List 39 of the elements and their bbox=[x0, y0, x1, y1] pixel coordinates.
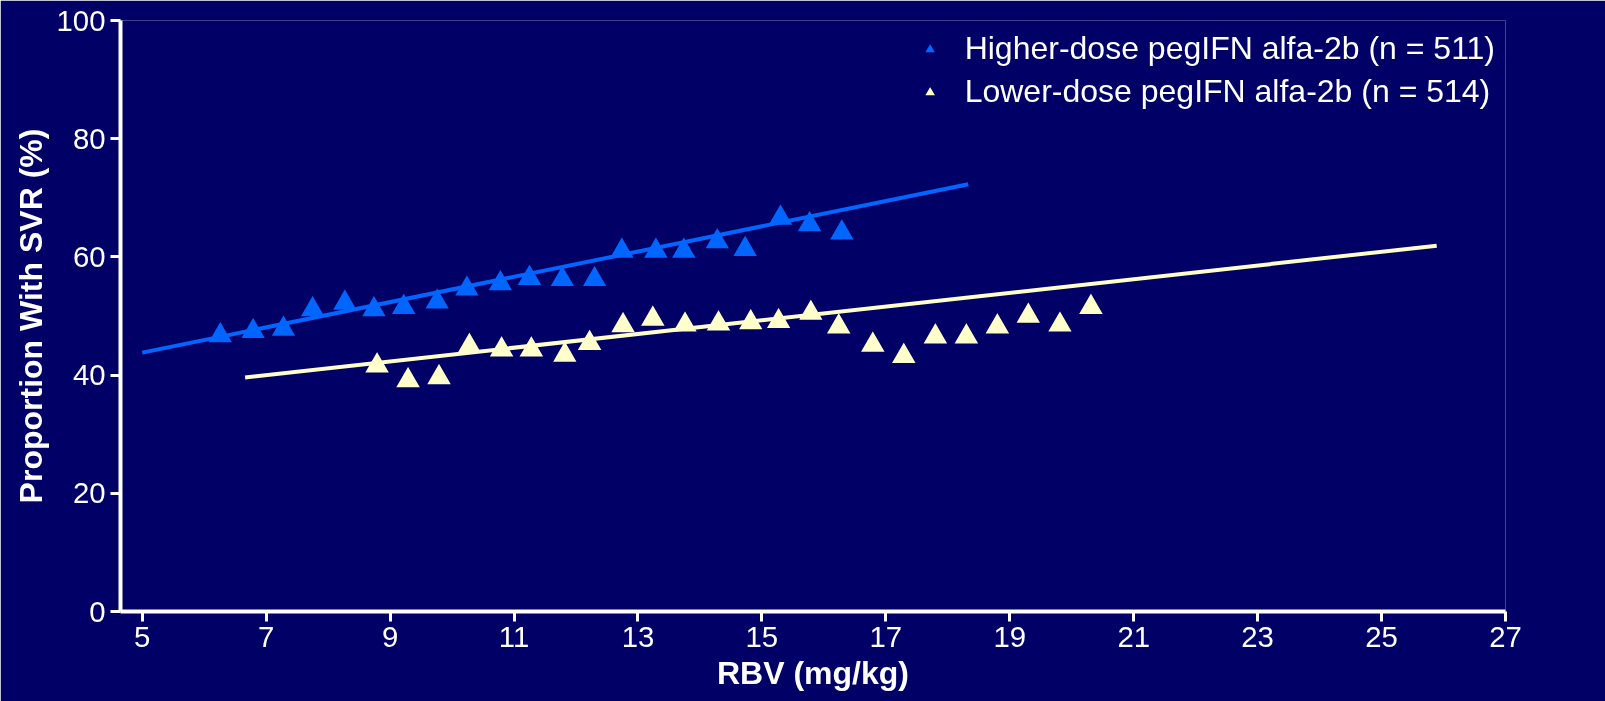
y-tick-label: 0 bbox=[89, 594, 106, 628]
x-tick-label: 15 bbox=[745, 619, 779, 653]
point bbox=[828, 216, 856, 241]
point bbox=[580, 263, 609, 288]
point bbox=[639, 303, 667, 328]
y-tick-label: 80 bbox=[72, 121, 106, 155]
point bbox=[859, 329, 887, 354]
point bbox=[795, 208, 824, 233]
y-tick-label: 60 bbox=[72, 239, 106, 273]
x-tick-label: 7 bbox=[257, 619, 275, 653]
point bbox=[983, 310, 1012, 335]
point bbox=[890, 340, 918, 365]
x-tick-label: 9 bbox=[381, 619, 399, 653]
point bbox=[609, 309, 637, 334]
point bbox=[425, 361, 453, 386]
point bbox=[731, 233, 759, 258]
x-tick-label: 27 bbox=[1489, 619, 1522, 653]
x-tick-label: 13 bbox=[621, 619, 655, 653]
x-axis-title: RBV (mg/kg) bbox=[717, 654, 909, 691]
x-tick-label: 25 bbox=[1365, 619, 1398, 653]
x-tick-label: 21 bbox=[1117, 619, 1150, 653]
legend-label: Lower-dose pegIFN alfa-2b (n = 514) bbox=[964, 73, 1491, 110]
point bbox=[1046, 309, 1074, 334]
point bbox=[423, 286, 451, 311]
point bbox=[1014, 300, 1043, 325]
y-axis-title: Proportion With SVR (%) bbox=[12, 128, 49, 504]
x-tick-label: 19 bbox=[993, 619, 1027, 653]
x-tick-label: 11 bbox=[498, 619, 530, 653]
y-tick-label: 40 bbox=[72, 358, 106, 392]
legend-label: Higher-dose pegIFN alfa-2b (n = 511) bbox=[964, 30, 1495, 67]
x-tick-label: 23 bbox=[1241, 619, 1274, 653]
x-tick-label: 5 bbox=[134, 619, 151, 653]
x-tick-label: 17 bbox=[869, 619, 903, 653]
y-tick-label: 20 bbox=[72, 476, 106, 510]
point bbox=[1077, 291, 1105, 316]
point bbox=[952, 320, 981, 345]
point bbox=[394, 364, 422, 389]
point bbox=[921, 320, 950, 345]
y-tick-label: 100 bbox=[56, 3, 106, 37]
